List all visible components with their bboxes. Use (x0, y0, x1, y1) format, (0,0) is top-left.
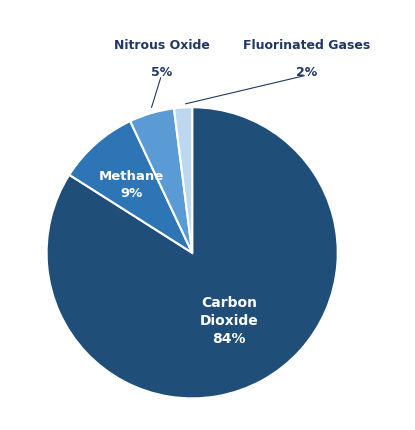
Wedge shape (46, 108, 338, 399)
Text: 2%: 2% (296, 66, 318, 79)
Text: Fluorinated Gases: Fluorinated Gases (244, 38, 371, 52)
Text: Carbon
Dioxide
84%: Carbon Dioxide 84% (200, 295, 259, 346)
Text: Nitrous Oxide: Nitrous Oxide (114, 38, 210, 52)
Text: Methane
9%: Methane 9% (99, 169, 164, 200)
Text: 5%: 5% (151, 66, 172, 79)
Wedge shape (130, 109, 192, 253)
Wedge shape (174, 108, 192, 253)
Wedge shape (69, 122, 192, 253)
